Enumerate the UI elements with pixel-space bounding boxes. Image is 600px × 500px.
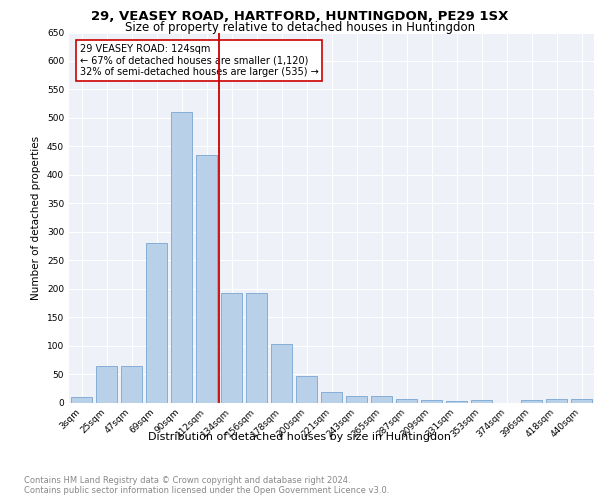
Text: Size of property relative to detached houses in Huntingdon: Size of property relative to detached ho… [125, 22, 475, 35]
Text: Contains public sector information licensed under the Open Government Licence v3: Contains public sector information licen… [24, 486, 389, 495]
Text: Contains HM Land Registry data © Crown copyright and database right 2024.: Contains HM Land Registry data © Crown c… [24, 476, 350, 485]
Bar [271, 344, 292, 403]
Bar [321, 392, 342, 402]
Bar [246, 293, 267, 403]
Bar [221, 293, 242, 403]
Bar [471, 400, 492, 402]
Bar [346, 396, 367, 402]
Bar [396, 399, 417, 402]
Bar [571, 399, 592, 402]
Bar [196, 155, 217, 402]
Bar [521, 400, 542, 402]
Bar [96, 366, 117, 403]
Bar [71, 397, 92, 402]
Y-axis label: Number of detached properties: Number of detached properties [31, 136, 41, 300]
Text: 29 VEASEY ROAD: 124sqm
← 67% of detached houses are smaller (1,120)
32% of semi-: 29 VEASEY ROAD: 124sqm ← 67% of detached… [79, 44, 318, 77]
Bar [171, 112, 192, 403]
Bar [546, 399, 567, 402]
Bar [371, 396, 392, 402]
Bar [296, 376, 317, 402]
Text: 29, VEASEY ROAD, HARTFORD, HUNTINGDON, PE29 1SX: 29, VEASEY ROAD, HARTFORD, HUNTINGDON, P… [91, 10, 509, 23]
Text: Distribution of detached houses by size in Huntingdon: Distribution of detached houses by size … [149, 432, 452, 442]
Bar [146, 243, 167, 402]
Bar [421, 400, 442, 402]
Bar [121, 366, 142, 403]
